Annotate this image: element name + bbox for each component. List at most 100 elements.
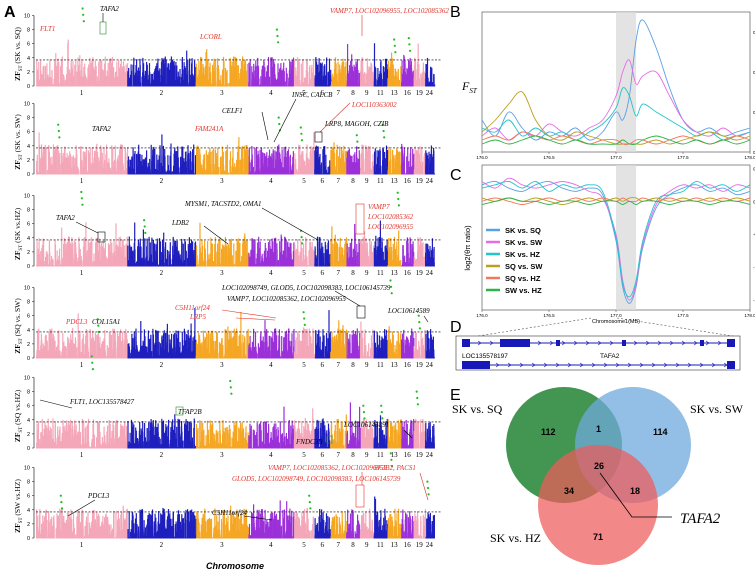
snp-points xyxy=(36,116,436,175)
snp-column xyxy=(159,264,161,267)
snp-column xyxy=(289,154,291,175)
snp-column xyxy=(281,149,283,175)
snp-column xyxy=(47,166,49,175)
snp-column xyxy=(169,173,171,175)
snp-column xyxy=(295,168,297,175)
snp-column xyxy=(174,240,176,267)
chromosome-label: 11 xyxy=(377,177,384,185)
snp-column xyxy=(261,154,263,175)
snp-column xyxy=(151,240,153,267)
snp-column xyxy=(351,67,353,87)
snp-column xyxy=(117,264,119,267)
snp-column xyxy=(45,85,47,87)
snp-column xyxy=(166,258,168,267)
snp-column xyxy=(185,167,187,175)
snp-column xyxy=(228,172,230,175)
snp-column xyxy=(186,266,188,267)
snp-column xyxy=(373,43,376,87)
snp-column xyxy=(313,78,315,87)
snp-column xyxy=(380,62,382,87)
snp-column xyxy=(133,261,135,267)
snp-column xyxy=(64,79,67,87)
snp-column xyxy=(70,63,72,87)
significant-snp xyxy=(276,34,279,38)
snp-column xyxy=(160,82,162,87)
snp-column xyxy=(428,151,430,175)
snp-column xyxy=(175,85,178,87)
snp-column xyxy=(290,61,292,87)
snp-column xyxy=(358,73,360,87)
snp-column xyxy=(194,262,196,267)
y-tick-label: 2 xyxy=(27,70,30,76)
snp-column xyxy=(263,166,265,175)
snp-column xyxy=(364,170,366,175)
snp-column xyxy=(389,67,391,87)
snp-column xyxy=(124,72,126,87)
snp-column xyxy=(142,84,144,87)
snp-column xyxy=(45,256,47,267)
snp-column xyxy=(375,164,377,175)
snp-column xyxy=(217,147,219,175)
snp-column xyxy=(256,65,258,87)
snp-column xyxy=(174,250,176,267)
snp-column xyxy=(205,171,207,175)
y-label-main: ZF xyxy=(13,71,22,81)
snp-column xyxy=(63,76,65,87)
snp-column xyxy=(220,156,222,175)
snp-column xyxy=(346,170,348,175)
snp-column xyxy=(178,76,180,87)
snp-column xyxy=(38,238,40,267)
snp-column xyxy=(225,151,227,175)
snp-column xyxy=(229,83,231,87)
snp-column xyxy=(173,171,175,175)
manhattan-y-label: ZFST (SK vs.HZ) xyxy=(13,207,24,260)
snp-column xyxy=(366,147,368,175)
snp-column xyxy=(414,146,416,175)
snp-column xyxy=(98,165,100,175)
snp-column xyxy=(406,67,408,87)
snp-column xyxy=(126,252,128,267)
snp-column xyxy=(310,164,312,175)
snp-column xyxy=(78,244,80,267)
snp-column xyxy=(67,43,69,87)
snp-column xyxy=(190,79,192,87)
snp-column xyxy=(393,174,395,175)
snp-column xyxy=(105,160,108,175)
snp-column xyxy=(85,256,87,267)
snp-column xyxy=(350,60,352,87)
snp-column xyxy=(40,60,42,87)
snp-column xyxy=(212,85,214,87)
snp-column xyxy=(320,84,322,87)
snp-column xyxy=(306,85,308,87)
snp-column xyxy=(198,61,200,87)
snp-column xyxy=(115,71,118,87)
snp-column xyxy=(210,237,212,267)
snp-column xyxy=(146,168,148,175)
snp-column xyxy=(257,75,259,87)
snp-column xyxy=(309,152,311,175)
snp-column xyxy=(81,174,83,175)
snp-column xyxy=(151,80,153,87)
snp-column xyxy=(69,151,71,175)
snp-column xyxy=(194,74,196,87)
snp-column xyxy=(293,163,296,175)
snp-column xyxy=(347,44,349,87)
snp-column xyxy=(166,173,168,175)
snp-column xyxy=(389,160,391,175)
snp-column xyxy=(57,263,59,267)
snp-column xyxy=(263,61,265,87)
snp-column xyxy=(231,65,233,87)
snp-column xyxy=(47,253,49,267)
snp-column xyxy=(122,255,124,267)
snp-column xyxy=(231,255,233,267)
y-label-sub: ST xyxy=(19,65,24,71)
snp-column xyxy=(121,66,123,87)
snp-column xyxy=(157,58,159,87)
snp-column xyxy=(286,73,288,87)
snp-column xyxy=(148,171,150,175)
snp-column xyxy=(114,255,116,267)
snp-column xyxy=(36,262,38,267)
snp-column xyxy=(397,84,399,87)
